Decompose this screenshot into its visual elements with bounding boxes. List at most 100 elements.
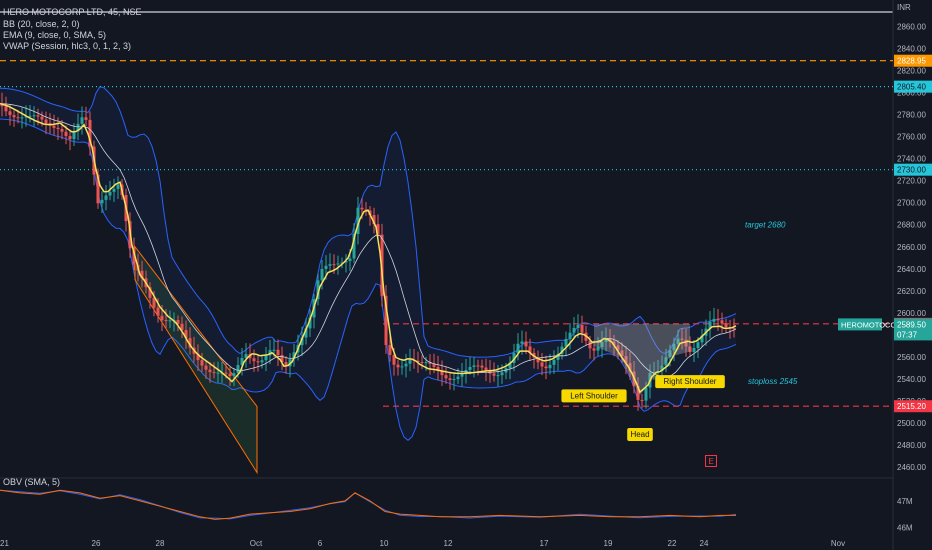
candle-body	[52, 125, 56, 128]
symbol-tag-label: HEROMOTOCO	[841, 320, 896, 329]
candle-body	[436, 366, 440, 372]
candle-body	[664, 357, 668, 366]
candle-body	[420, 361, 424, 363]
candle-body	[448, 378, 452, 380]
obv-line	[0, 489, 737, 520]
level-tag	[894, 163, 932, 176]
candle-body	[232, 373, 236, 377]
candle-body	[456, 376, 460, 380]
x-tick-label: 19	[604, 539, 613, 548]
candle-body	[344, 261, 348, 263]
candle-body	[588, 340, 592, 349]
candle-body	[452, 379, 456, 381]
candle-body	[252, 358, 256, 362]
annotation-text: target 2680	[745, 221, 786, 230]
candle-body	[700, 335, 704, 343]
candle-body	[616, 345, 620, 351]
candle-body	[620, 350, 624, 356]
candle-body	[428, 362, 432, 364]
candle-body	[216, 372, 220, 374]
candle-body	[340, 262, 344, 264]
level-tag	[894, 400, 932, 413]
candle-body	[460, 373, 464, 377]
candle-body	[8, 111, 12, 116]
candle-body	[596, 347, 600, 351]
y-tick-label: 2700.00	[897, 199, 926, 208]
candle-body	[404, 363, 408, 367]
level-tag-label: 2805.40	[897, 83, 926, 92]
x-tick-label: Nov	[831, 539, 845, 548]
vwap-line	[0, 103, 737, 378]
candle-body	[540, 362, 544, 367]
candle-body	[40, 116, 44, 120]
y-tick-label: 2720.00	[897, 177, 926, 186]
candle-body	[236, 365, 240, 374]
candle-body	[520, 341, 524, 344]
candle-body	[284, 362, 288, 367]
candle-body	[304, 328, 308, 338]
candle-body	[484, 367, 488, 371]
candle-body	[164, 320, 168, 322]
candle-body	[360, 207, 364, 210]
candle-body	[560, 346, 564, 354]
last-price-tag	[894, 318, 932, 341]
y-tick-label: 2500.00	[897, 419, 926, 428]
candle-body	[468, 366, 472, 370]
candle-body	[600, 341, 604, 348]
candle-body	[536, 357, 540, 363]
candle-body	[676, 338, 680, 344]
y-tick-label: 2600.00	[897, 309, 926, 318]
candle-body	[276, 349, 280, 356]
candle-body	[332, 264, 336, 266]
candle-body	[184, 330, 188, 339]
candle-body	[548, 364, 552, 369]
candle-body	[160, 315, 164, 321]
candle-body	[32, 115, 36, 117]
candle-body	[672, 343, 676, 351]
y-tick-label: 2640.00	[897, 265, 926, 274]
symbol-tag	[838, 318, 882, 331]
candle-body	[224, 372, 228, 374]
candle-body	[432, 363, 436, 367]
legend-bb: BB (20, close, 2, 0)	[3, 19, 80, 29]
candle-body	[592, 348, 596, 351]
y-tick-label: 2680.00	[897, 221, 926, 230]
candle-body	[388, 344, 392, 355]
x-tick-label: 12	[444, 539, 453, 548]
candle-body	[104, 195, 108, 200]
countdown-label: 07:37	[897, 330, 918, 339]
candle-body	[604, 338, 608, 342]
y-tick-label: 2540.00	[897, 375, 926, 384]
candle-body	[4, 106, 8, 112]
candle-body	[152, 297, 156, 308]
candle-body	[84, 117, 88, 120]
candle-body	[200, 360, 204, 366]
candle-body	[424, 362, 428, 364]
pattern-label: Left Shoulder	[570, 391, 618, 400]
candle-body	[292, 352, 296, 360]
annotation-text: stoploss 2545	[748, 377, 798, 386]
pattern-label-box	[561, 389, 627, 403]
candle-body	[392, 354, 396, 365]
candle-body	[308, 317, 312, 329]
y-tick-label: 2740.00	[897, 155, 926, 164]
pattern-label: Right Shoulder	[664, 377, 717, 386]
candle-body	[176, 319, 180, 324]
earnings-marker[interactable]: E	[705, 455, 717, 467]
candle-body	[28, 115, 32, 117]
candle-body	[80, 117, 84, 124]
x-tick-label: 24	[700, 539, 709, 548]
obv-ma-line	[0, 489, 736, 520]
y-tick-label: 2660.00	[897, 243, 926, 252]
candle-body	[608, 338, 612, 342]
last-price-label: 2589.50	[897, 320, 926, 329]
y-tick-label: 2560.00	[897, 353, 926, 362]
candle-body	[76, 123, 80, 132]
candle-body	[652, 372, 656, 374]
candle-body	[688, 346, 692, 352]
level-tag	[894, 80, 932, 93]
candle-body	[300, 337, 304, 346]
pattern-label: Head	[630, 430, 649, 439]
candle-body	[556, 353, 560, 360]
